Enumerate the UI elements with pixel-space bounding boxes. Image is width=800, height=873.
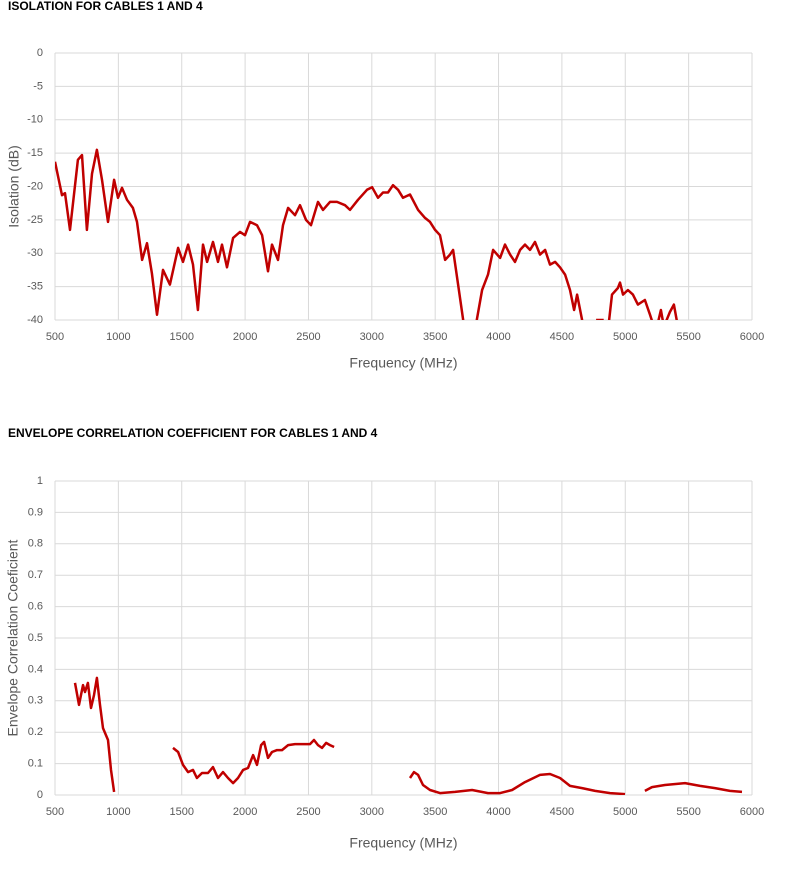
y-tick-label: 0.9	[28, 506, 43, 518]
x-tick-label: 6000	[740, 331, 764, 343]
chart: ENVELOPE CORRELATION COEFFICIENT FOR CAB…	[5, 426, 765, 851]
x-tick-label: 3000	[360, 806, 384, 818]
chart-title: ISOLATION FOR CABLES 1 AND 4	[8, 0, 203, 13]
x-tick-label: 2500	[296, 806, 320, 818]
x-tick-label: 3000	[360, 331, 384, 343]
y-tick-label: -40	[27, 314, 43, 326]
y-tick-label: -30	[27, 247, 43, 259]
chart-title: ENVELOPE CORRELATION COEFFICIENT FOR CAB…	[8, 426, 378, 440]
y-tick-label: -35	[27, 281, 43, 293]
y-tick-label: 0	[37, 789, 43, 801]
y-tick-label: 0.7	[28, 569, 43, 581]
y-tick-label: 0	[37, 47, 43, 59]
y-tick-label: 0.4	[28, 663, 43, 675]
y-tick-label: 1	[37, 475, 43, 487]
x-tick-label: 4500	[550, 806, 574, 818]
y-tick-label: 0.3	[28, 695, 43, 707]
y-tick-label: -10	[27, 114, 43, 126]
x-tick-label: 1500	[169, 806, 193, 818]
y-tick-label: -20	[27, 180, 43, 192]
x-tick-label: 5500	[676, 331, 700, 343]
y-tick-label: -5	[33, 80, 43, 92]
x-tick-label: 5000	[613, 806, 637, 818]
y-tick-label: 0.6	[28, 601, 43, 613]
data-line	[73, 676, 743, 795]
x-tick-label: 3500	[423, 331, 447, 343]
chart: ISOLATION FOR CABLES 1 AND 4 0 -5 -10 -15 -20…	[6, 0, 765, 371]
x-tick-label: 4500	[550, 331, 574, 343]
x-tick-label: 500	[46, 331, 64, 343]
y-tick-label: 0.1	[28, 758, 43, 770]
x-axis-label: Frequency (MHz)	[349, 835, 457, 851]
y-axis-label: Isolation (dB)	[6, 145, 22, 227]
x-tick-label: 1000	[106, 331, 130, 343]
x-tick-label: 2000	[233, 806, 257, 818]
x-tick-label: 1500	[169, 331, 193, 343]
x-tick-label: 5500	[676, 806, 700, 818]
y-axis-label: Envelope Correlation Coeficient	[5, 539, 21, 736]
data-line	[55, 148, 678, 320]
x-tick-label: 2000	[233, 331, 257, 343]
x-tick-label: 4000	[486, 806, 510, 818]
y-tick-label: -25	[27, 214, 43, 226]
y-tick-label: -15	[27, 147, 43, 159]
y-tick-label: 0.8	[28, 538, 43, 550]
y-tick-label: 0.5	[28, 632, 43, 644]
x-tick-label: 3500	[423, 806, 447, 818]
x-axis-label: Frequency (MHz)	[349, 355, 457, 371]
y-tick-label: 0.2	[28, 726, 43, 738]
x-tick-label: 500	[46, 806, 64, 818]
x-tick-label: 5000	[613, 331, 637, 343]
x-tick-label: 6000	[740, 806, 764, 818]
x-tick-label: 4000	[486, 331, 510, 343]
x-tick-label: 2500	[296, 331, 320, 343]
x-tick-label: 1000	[106, 806, 130, 818]
